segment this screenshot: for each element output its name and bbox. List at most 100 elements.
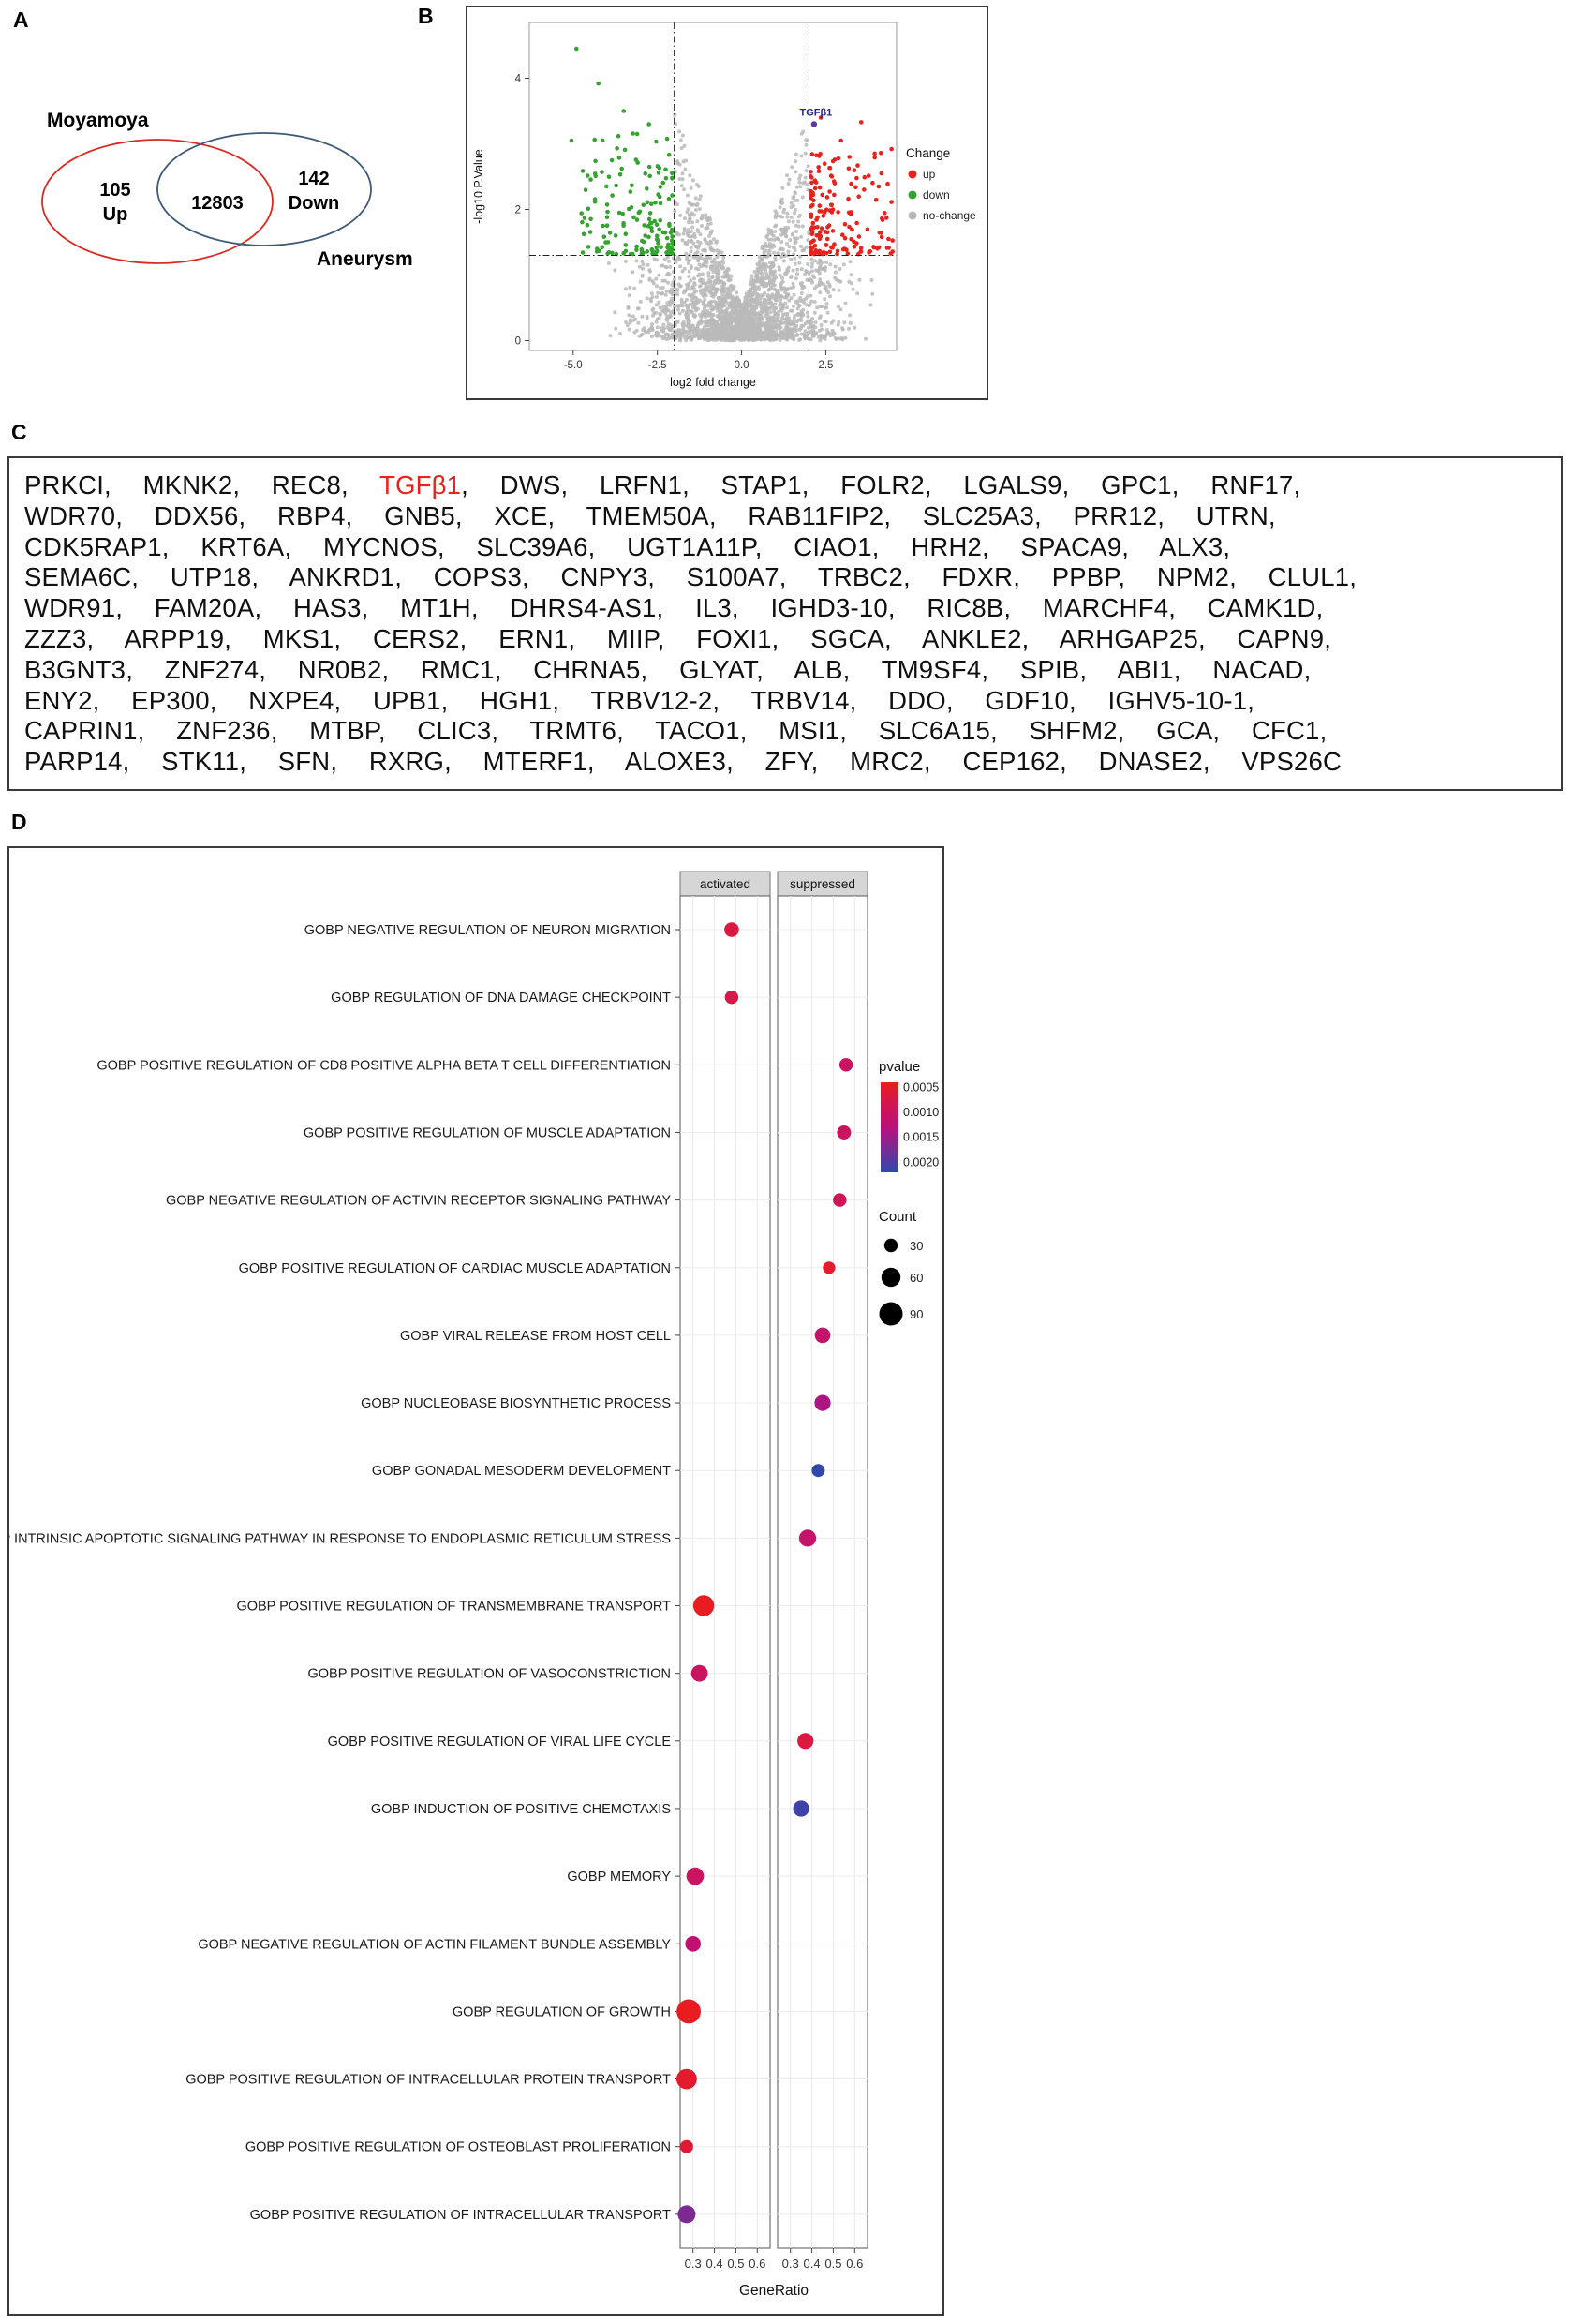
- gene-name: ALB: [794, 654, 843, 684]
- gene-name: TRBC2: [817, 562, 903, 592]
- gene-name: ABI1: [1117, 654, 1174, 684]
- gene-list: PRKCI, MKNK2, REC8, TGFβ1, DWS, LRFN1, S…: [9, 458, 1561, 790]
- gene-name: ZNF274: [164, 654, 260, 684]
- gene-name: STK11: [161, 747, 240, 777]
- gene-name: MKS1: [262, 623, 334, 653]
- gene-name: RBP4: [276, 500, 346, 530]
- gene-name: DNASE2: [1098, 747, 1203, 777]
- gene-name: RMC1: [420, 654, 495, 684]
- tgfb1-label: TGFβ1: [799, 108, 832, 119]
- gene-name: MT1H: [400, 593, 471, 623]
- gene-name: PARP14: [24, 747, 123, 777]
- gene-name: CAPRIN1: [24, 716, 138, 746]
- dotplot-point: [838, 1058, 853, 1072]
- gene-name: ZZZ3: [24, 623, 87, 653]
- go-term-label: GOBP NEGATIVE REGULATION OF ACTIN FILAME…: [198, 1937, 671, 1952]
- facet-strip-activated: [679, 871, 771, 897]
- gene-name: CLIC3: [417, 716, 492, 746]
- venn-left-sub: Up: [103, 204, 128, 225]
- gene-name: TRBV12-2: [590, 685, 713, 715]
- venn-right-value: 142: [298, 169, 329, 189]
- volcano-points-nochange: [606, 110, 875, 343]
- go-term-label: GOBP NUCLEOBASE BIOSYNTHETIC PROCESS: [361, 1396, 671, 1411]
- go-term-label: GOBP POSITIVE REGULATION OF TRANSMEMBRAN…: [236, 1600, 671, 1615]
- gene-name: DHRS4-AS1: [510, 593, 657, 623]
- gene-name: FOXI1: [696, 623, 772, 653]
- gene-name: TM9SF4: [881, 654, 982, 684]
- y-tick-label: 2: [515, 205, 521, 216]
- gene-name: LGALS9: [963, 470, 1062, 499]
- gene-list-line: SEMA6C, UTP18, ANKRD1, COPS3, CNPY3, S10…: [24, 562, 1373, 592]
- gene-name: TMEM50A: [586, 500, 709, 530]
- gene-list-line: PARP14, STK11, SFN, RXRG, MTERF1, ALOXE3…: [24, 747, 1343, 777]
- dotplot-point: [814, 1394, 831, 1411]
- pvalue-legend-tick: 0.0005: [903, 1080, 939, 1094]
- dotplot-point: [798, 1529, 817, 1547]
- gene-name: MKNK2: [142, 470, 233, 499]
- venn-left-value: 105: [99, 180, 130, 201]
- gene-name: MSI1: [779, 716, 840, 746]
- gene-name: REC8: [271, 470, 342, 499]
- gene-name: SPIB: [1019, 654, 1080, 684]
- dotplot-point: [692, 1595, 715, 1616]
- gene-list-line: B3GNT3, ZNF274, NR0B2, RMC1, CHRNA5, GLY…: [24, 654, 1328, 684]
- dotplot-point: [679, 2139, 693, 2153]
- volcano-points-down: [569, 46, 675, 257]
- gene-name: ZFY: [764, 747, 811, 777]
- y-tick-label: 4: [515, 74, 522, 85]
- gene-name: ARPP19: [124, 623, 225, 653]
- gene-name: STAP1: [720, 470, 802, 499]
- volcano-legend: Change up down no-change: [906, 146, 976, 222]
- gene-name: ANKRD1: [289, 562, 395, 592]
- gene-name: GLYAT: [679, 654, 757, 684]
- gene-name: CFC1: [1251, 716, 1320, 746]
- facet-panel-suppressed: [777, 895, 868, 2249]
- gene-name: RNF17: [1210, 470, 1294, 499]
- gene-name: ZNF236: [176, 716, 271, 746]
- gene-list-line: ENY2, EP300, NXPE4, UPB1, HGH1, TRBV12-2…: [24, 685, 1270, 715]
- gene-name: COPS3: [433, 562, 522, 592]
- go-term-label: GOBP POSITIVE REGULATION OF VIRAL LIFE C…: [328, 1735, 672, 1750]
- dotplot-point: [797, 1733, 814, 1750]
- gene-name: ALX3: [1159, 531, 1224, 561]
- gene-name: MTERF1: [482, 747, 587, 777]
- venn-right-sub: Down: [289, 193, 339, 214]
- go-term-label: GOBP MEMORY: [567, 1870, 671, 1885]
- dotplot-point: [833, 1193, 847, 1207]
- gene-name: CHRNA5: [533, 654, 641, 684]
- gene-name: PRR12: [1073, 500, 1158, 530]
- dotplot-point: [690, 1664, 708, 1682]
- dotplot-point: [814, 1327, 831, 1344]
- gene-name: IL3: [695, 593, 732, 623]
- gene-name: HAS3: [293, 593, 362, 623]
- pvalue-legend-tick: 0.0015: [903, 1131, 939, 1144]
- facet-panel-activated: [679, 895, 771, 2249]
- gene-name: TRBV14: [750, 685, 850, 715]
- go-term-label: GOBP POSITIVE REGULATION OF OSTEOBLAST P…: [245, 2140, 671, 2155]
- y-tick-label: 0: [515, 336, 521, 348]
- volcano-plot: -5.0 -2.5 0.0 2.5 0 2 4 log2 fold change -log10 …: [472, 22, 976, 389]
- go-term-label: GOBP NEGATIVE REGULATION OF NEURON MIGRA…: [304, 923, 671, 938]
- dotplot-panel: activated 0.3 0.4 0.5 0.6 suppressed 0.3 0.4 0.5…: [7, 846, 944, 2316]
- gene-name: ARHGAP25: [1059, 623, 1198, 653]
- gene-name: CDK5RAP1: [24, 531, 162, 561]
- gene-name: DWS: [499, 470, 561, 499]
- dotplot-point: [677, 2205, 696, 2224]
- gene-name: NPM2: [1156, 562, 1230, 592]
- gene-name: TGFβ1: [379, 470, 462, 499]
- dotplot-point: [811, 1464, 825, 1478]
- gene-name: GNB5: [384, 500, 455, 530]
- x-tick-label: -5.0: [564, 360, 583, 371]
- go-term-label: GOBP POSITIVE REGULATION OF VASOCONSTRIC…: [307, 1667, 671, 1682]
- dotplot-point: [676, 1999, 701, 2024]
- gene-name: RIC8B: [927, 593, 1004, 623]
- gene-name: CLUL1: [1268, 562, 1350, 592]
- generatio-tick-label: 0.4: [706, 2257, 723, 2271]
- count-legend-swatch: [881, 1267, 901, 1288]
- go-term-label: GOBP POSITIVE REGULATION OF CD8 POSITIVE…: [96, 1058, 671, 1073]
- gene-name: CERS2: [372, 623, 460, 653]
- gene-name: TRMT6: [529, 716, 617, 746]
- pvalue-gradient-bar: [881, 1082, 898, 1172]
- facet-strip-label-activated: activated: [700, 877, 750, 891]
